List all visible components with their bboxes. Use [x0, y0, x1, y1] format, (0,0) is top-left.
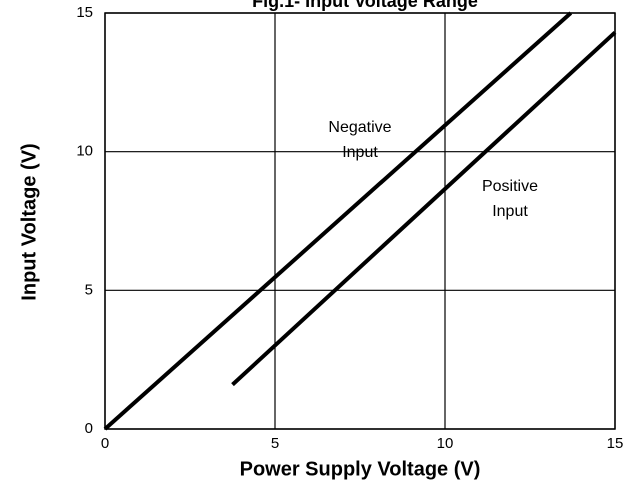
chart-title: Fig.1- Input Voltage Range — [252, 0, 478, 11]
y-tick-label: 15 — [76, 4, 93, 21]
annotation: Input — [492, 203, 528, 220]
x-tick-label: 15 — [607, 435, 624, 452]
x-tick-label: 5 — [271, 435, 279, 452]
y-tick-label: 0 — [85, 420, 93, 437]
data-line — [103, 11, 573, 431]
annotation: Positive — [482, 178, 538, 195]
plot-frame — [104, 12, 616, 430]
y-axis-label: Input Voltage (V) — [18, 143, 40, 300]
y-tick-label: 5 — [85, 281, 93, 298]
annotation: Input — [342, 144, 378, 161]
x-axis-label: Power Supply Voltage (V) — [240, 458, 481, 480]
x-tick-label: 10 — [437, 435, 454, 452]
annotation: Negative — [328, 119, 391, 136]
x-tick-label: 0 — [101, 435, 109, 452]
data-line — [231, 30, 617, 387]
y-tick-label: 10 — [76, 143, 93, 160]
